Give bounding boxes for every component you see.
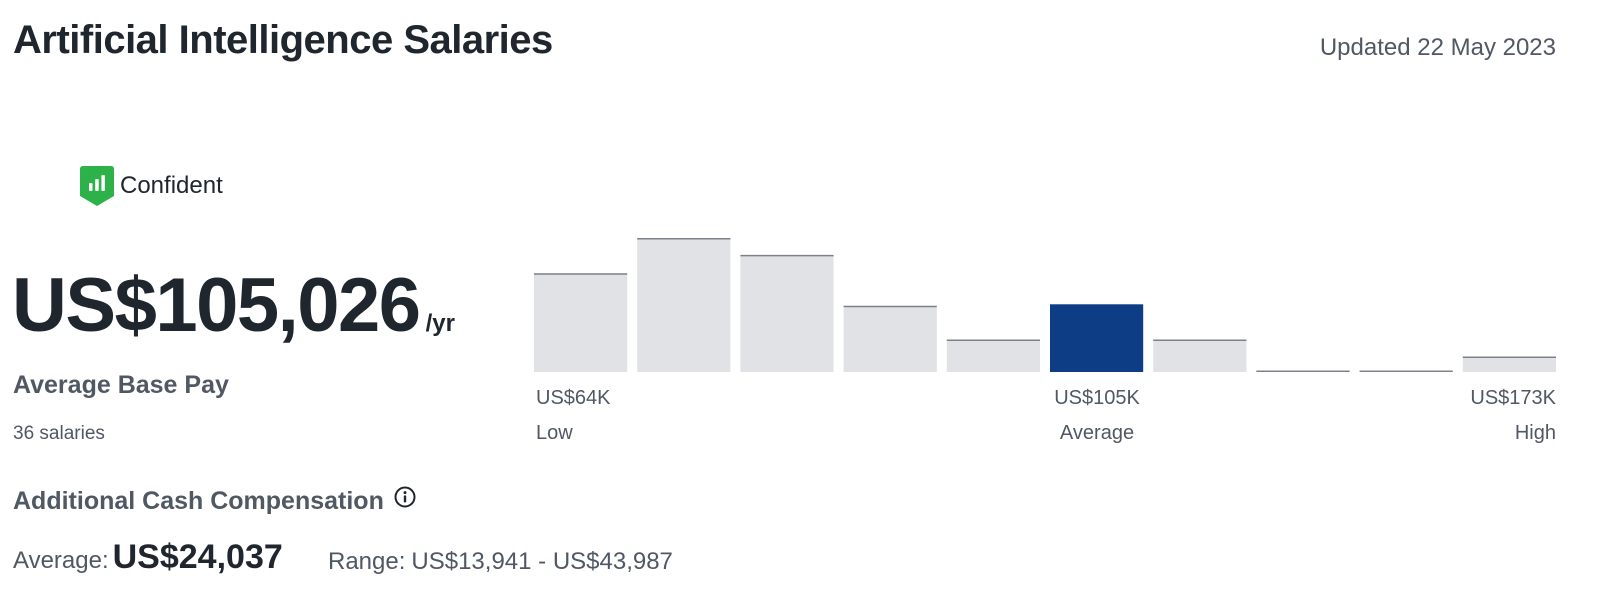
range-label: Range: — [328, 548, 406, 575]
salary-count: 36 salaries — [13, 423, 105, 444]
confidence-indicator: Confident — [80, 166, 223, 206]
base-pay-label: Average Base Pay — [13, 371, 229, 399]
histogram-bar — [1462, 356, 1556, 372]
histogram-bar — [740, 254, 834, 372]
high-label: High — [1514, 422, 1556, 444]
additional-cash-label: Additional Cash Compensation — [13, 487, 384, 515]
high-value: US$173K — [1470, 387, 1556, 409]
average-base-pay: US$105,026 /yr — [12, 262, 455, 349]
histogram-bar — [637, 238, 731, 372]
base-pay-unit: /yr — [425, 310, 455, 337]
bar-chart-shield-icon — [80, 166, 114, 206]
average-label: Average — [1059, 422, 1135, 444]
average-value: US$105K — [1054, 387, 1140, 409]
average-label-text: Average: — [13, 547, 109, 574]
histogram-bar — [1153, 339, 1247, 372]
confidence-label: Confident — [120, 172, 223, 199]
info-icon[interactable] — [394, 486, 416, 508]
low-value: US$64K — [536, 387, 611, 409]
average-amount: US$24,037 — [112, 538, 283, 576]
salary-histogram — [534, 238, 1556, 372]
histogram-bar — [843, 305, 937, 372]
histogram-bar-average — [1050, 304, 1144, 372]
updated-date: Updated 22 May 2023 — [1319, 34, 1556, 61]
additional-cash-average: Average: US$24,037 — [13, 538, 283, 577]
additional-cash-heading: Additional Cash Compensation — [13, 486, 416, 516]
low-label: Low — [536, 422, 573, 444]
histogram-bar — [534, 273, 628, 372]
range-amount: US$13,941 - US$43,987 — [411, 548, 673, 575]
additional-cash-range: Range: US$13,941 - US$43,987 — [328, 548, 673, 576]
histogram-bar — [946, 339, 1040, 372]
page-title: Artificial Intelligence Salaries — [13, 18, 553, 62]
base-pay-amount: US$105,026 — [12, 263, 421, 348]
